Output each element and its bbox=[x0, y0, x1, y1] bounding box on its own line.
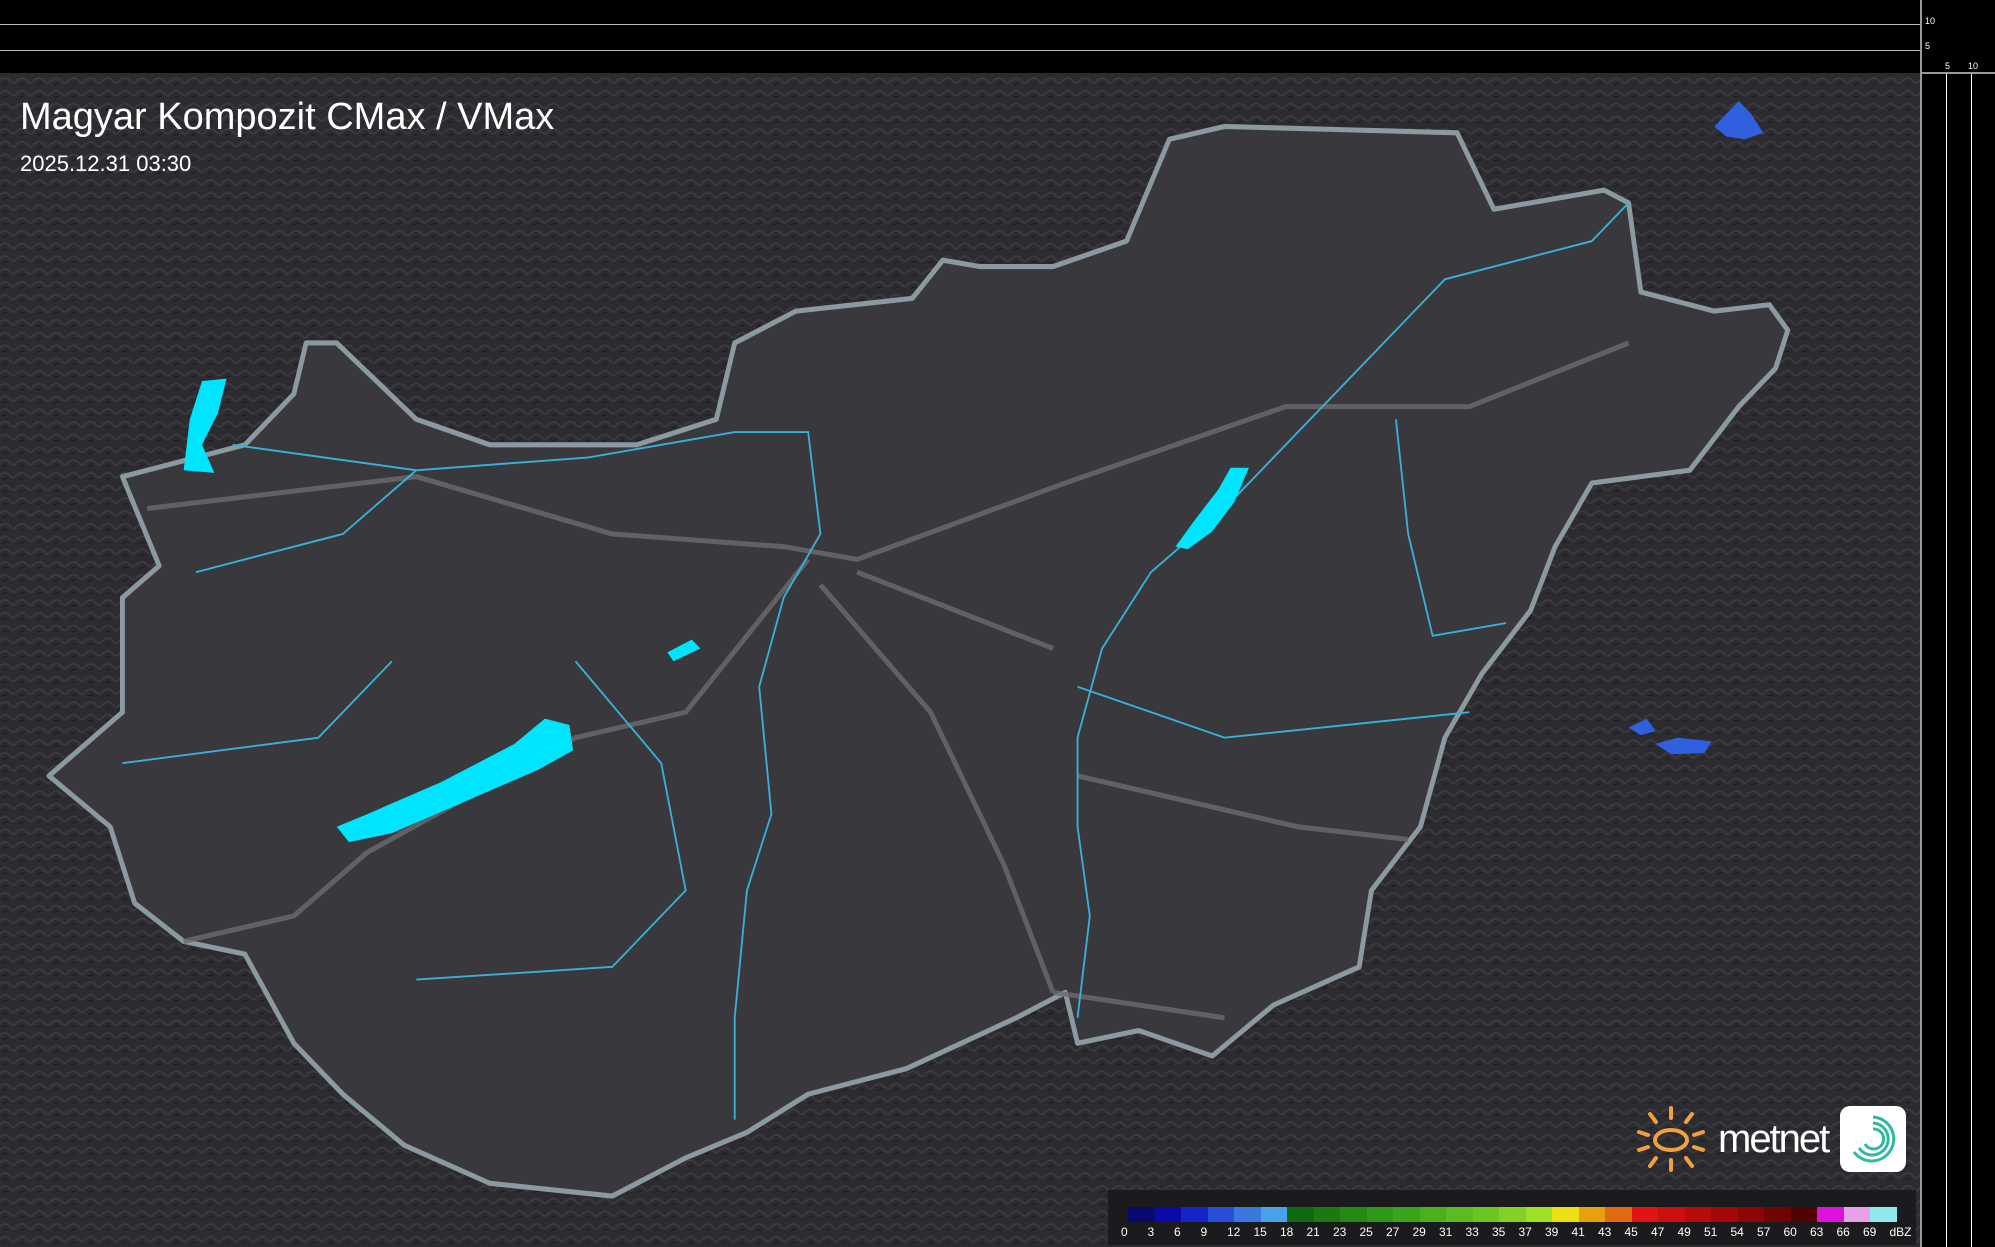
legend-swatch bbox=[1737, 1207, 1764, 1222]
legend-label: 21 bbox=[1306, 1225, 1320, 1239]
brand-name: metnet bbox=[1718, 1116, 1830, 1161]
legend-swatch bbox=[1790, 1207, 1817, 1222]
legend-label: 63 bbox=[1810, 1225, 1824, 1239]
legend-swatch bbox=[1313, 1207, 1340, 1222]
legend-label: 0 bbox=[1121, 1225, 1128, 1239]
map-datetime: 2025.12.31 03:30 bbox=[20, 151, 192, 176]
legend-swatch bbox=[1154, 1207, 1181, 1222]
legend-label: 49 bbox=[1677, 1225, 1691, 1239]
legend-label: 43 bbox=[1598, 1225, 1612, 1239]
legend-swatch bbox=[1393, 1207, 1420, 1222]
legend-swatch bbox=[1234, 1207, 1261, 1222]
legend-label: 37 bbox=[1518, 1225, 1532, 1239]
legend-swatch bbox=[1684, 1207, 1711, 1222]
legend-swatch bbox=[1658, 1207, 1685, 1222]
legend-swatch bbox=[1287, 1207, 1314, 1222]
app-icon bbox=[1840, 1106, 1907, 1172]
vertical-tick: 5 bbox=[1925, 41, 1931, 51]
swirl-icon bbox=[1853, 1115, 1896, 1163]
lake-balaton bbox=[336, 718, 574, 843]
legend-label: 66 bbox=[1836, 1225, 1850, 1239]
map-canvas bbox=[0, 73, 1920, 1247]
legend-swatch bbox=[1764, 1207, 1791, 1222]
legend-swatch bbox=[1817, 1207, 1844, 1222]
legend-swatch bbox=[1446, 1207, 1473, 1222]
lake-tisza bbox=[1175, 467, 1249, 550]
legend-swatch bbox=[1181, 1207, 1208, 1222]
legend-label: 9 bbox=[1200, 1225, 1208, 1239]
legend-label: 47 bbox=[1651, 1225, 1665, 1239]
horizontal-tick: 5 bbox=[1945, 61, 1951, 71]
radar-echo bbox=[1628, 718, 1656, 736]
legend-swatch bbox=[1578, 1207, 1605, 1222]
legend-label: 29 bbox=[1412, 1225, 1426, 1239]
legend-swatch bbox=[1128, 1207, 1155, 1222]
legend-label: 35 bbox=[1492, 1225, 1506, 1239]
legend-label: 25 bbox=[1359, 1225, 1373, 1239]
legend-label: 39 bbox=[1545, 1225, 1559, 1239]
legend-label: 18 bbox=[1280, 1225, 1294, 1239]
radar-map[interactable] bbox=[0, 73, 1920, 1247]
legend-swatch bbox=[1340, 1207, 1367, 1222]
scale-line-v10 bbox=[1971, 74, 1972, 1247]
scale-line-10 bbox=[0, 24, 1920, 25]
lake-velence bbox=[667, 639, 701, 662]
legend-label: 60 bbox=[1783, 1225, 1797, 1239]
metnet-logo: metnet bbox=[1636, 1104, 1907, 1174]
radar-echo bbox=[1714, 101, 1764, 140]
legend-swatch bbox=[1605, 1207, 1632, 1222]
scale-line-v5 bbox=[1946, 74, 1947, 1247]
map-title: Magyar Kompozit CMax / VMax bbox=[20, 96, 555, 138]
legend-label: 33 bbox=[1465, 1225, 1479, 1239]
legend-label: 12 bbox=[1227, 1225, 1241, 1239]
legend-label: 23 bbox=[1333, 1225, 1347, 1239]
hungary-outline bbox=[46, 123, 1791, 1199]
legend-swatch bbox=[1525, 1207, 1552, 1222]
legend-label: 6 bbox=[1174, 1225, 1181, 1239]
legend-labels: 0 3 6 9 12 15 18 21 23 25 27 29 31 33 35 37 39 41 43 45 47 49… bbox=[1121, 1225, 1916, 1239]
legend-swatch bbox=[1870, 1207, 1897, 1222]
legend-unit: dBZ bbox=[1889, 1225, 1912, 1239]
river-danube bbox=[232, 431, 822, 1120]
lakes bbox=[183, 378, 1249, 843]
sun-logo-icon bbox=[1637, 1106, 1705, 1172]
dbz-color-legend: 0 3 6 9 12 15 18 21 23 25 27 29 31 33 35 37 39 41 43 45 47 49… bbox=[1108, 1190, 1916, 1245]
legend-swatch bbox=[1207, 1207, 1234, 1222]
legend-swatch bbox=[1552, 1207, 1579, 1222]
legend-label: 15 bbox=[1253, 1225, 1267, 1239]
scale-divider bbox=[1922, 72, 1995, 74]
lake-neusiedl bbox=[183, 378, 227, 473]
legend-label: 27 bbox=[1386, 1225, 1400, 1239]
legend-swatch bbox=[1472, 1207, 1499, 1222]
legend-swatch bbox=[1843, 1207, 1870, 1222]
legend-swatch bbox=[1631, 1207, 1658, 1222]
legend-swatch bbox=[1419, 1207, 1446, 1222]
legend-label: 45 bbox=[1624, 1225, 1638, 1239]
legend-label: 3 bbox=[1147, 1225, 1155, 1239]
legend-swatch bbox=[1711, 1207, 1738, 1222]
radar-echoes bbox=[1628, 101, 1764, 755]
side-scale-panel: 10 5 5 10 bbox=[1920, 0, 1995, 1247]
vertical-tick: 10 bbox=[1925, 16, 1936, 26]
legend-color-bar bbox=[1128, 1207, 1897, 1222]
horizontal-tick: 10 bbox=[1968, 61, 1979, 71]
legend-label: 54 bbox=[1730, 1225, 1744, 1239]
scale-line-5 bbox=[0, 50, 1920, 51]
legend-label: 51 bbox=[1704, 1225, 1718, 1239]
legend-label: 31 bbox=[1439, 1225, 1453, 1239]
legend-label: 69 bbox=[1863, 1225, 1877, 1239]
top-scale-bar bbox=[0, 0, 1920, 73]
legend-swatch bbox=[1366, 1207, 1393, 1222]
legend-label: 41 bbox=[1571, 1225, 1585, 1239]
radar-echo bbox=[1655, 737, 1712, 755]
legend-label: 57 bbox=[1757, 1225, 1771, 1239]
legend-swatch bbox=[1260, 1207, 1287, 1222]
legend-swatch bbox=[1499, 1207, 1526, 1222]
